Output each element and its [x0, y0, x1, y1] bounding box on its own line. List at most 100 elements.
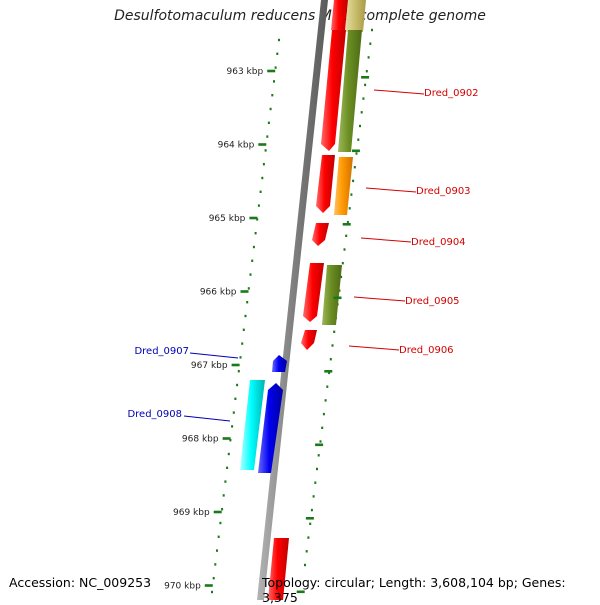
gene-feature-red-bottom[interactable]: [268, 538, 289, 600]
guide-dot: [229, 439, 232, 442]
tick-mark: [249, 216, 258, 220]
guide-dot: [328, 371, 331, 375]
topology-summary: Topology: circular; Length: 3,608,104 bp…: [262, 575, 566, 605]
guide-dot: [352, 179, 355, 183]
tick-label: 968 kbp: [182, 435, 219, 445]
tick-mark-outer: [315, 443, 324, 447]
guide-dot: [355, 152, 358, 155]
gene-dred-0905-olive[interactable]: [322, 265, 342, 325]
guide-dot: [211, 590, 213, 594]
gene-label-leader: [373, 89, 425, 95]
guide-dot: [326, 385, 329, 388]
gene-dred-0903-orange[interactable]: [334, 157, 353, 215]
guide-dot: [261, 176, 264, 180]
tick-label: 967 kbp: [191, 361, 228, 371]
guide-dot: [217, 535, 220, 538]
guide-dot: [231, 425, 234, 428]
gene-dred-0905[interactable]: [303, 263, 324, 322]
guide-dot: [271, 94, 274, 97]
gene-dred-0904[interactable]: [312, 223, 329, 246]
guide-dot: [333, 330, 336, 333]
tick-mark: [204, 584, 213, 587]
guide-dot: [307, 536, 310, 539]
tick-mark-outer: [324, 370, 333, 373]
gene-label-dred-0905[interactable]: Dred_0905: [405, 296, 460, 307]
tick-label: 969 kbp: [173, 508, 210, 518]
guide-dot: [364, 83, 367, 87]
guide-dot: [362, 97, 365, 100]
guide-dot: [251, 259, 254, 262]
guide-dot: [236, 383, 239, 387]
gene-label-dred-0906[interactable]: Dred_0906: [399, 345, 454, 356]
gene-label-leader: [360, 237, 412, 243]
guide-dot: [237, 370, 240, 373]
guide-dot: [329, 358, 332, 361]
guide-dot: [322, 412, 325, 416]
tick-label: 970 kbp: [164, 582, 201, 592]
guide-dot: [353, 166, 356, 169]
guide-dot: [227, 452, 230, 456]
gene-dred-0902-olive[interactable]: [338, 30, 362, 152]
reverse-strand-genes: [240, 355, 287, 473]
gene-label-dred-0903[interactable]: Dred_0903: [416, 186, 471, 197]
guide-dot: [256, 218, 259, 221]
guide-dot: [276, 52, 279, 55]
guide-dot: [359, 124, 361, 128]
guide-dot: [331, 344, 334, 347]
guide-dot: [239, 356, 242, 359]
gene-dred-0907[interactable]: [272, 355, 287, 372]
tick-mark-outer: [351, 149, 360, 153]
guide-dot: [259, 190, 262, 193]
guide-dot: [219, 521, 222, 525]
gene-feature-red[interactable]: [331, 0, 348, 30]
tick-mark: [222, 437, 231, 440]
guide-dot: [309, 522, 312, 525]
gene-dred-0906[interactable]: [301, 330, 317, 350]
guide-dot: [371, 28, 373, 32]
gene-dred-0903[interactable]: [316, 155, 335, 213]
guide-dot: [264, 149, 267, 152]
guide-dot: [341, 262, 344, 265]
gene-dred-0908[interactable]: [258, 383, 283, 473]
gene-label-dred-0902[interactable]: Dred_0902: [424, 88, 479, 99]
tick-mark-outer: [333, 296, 342, 300]
guide-dot: [369, 42, 372, 45]
inner-guide-line: [211, 38, 280, 594]
gene-label-leader: [189, 352, 239, 359]
gene-dred-0902[interactable]: [321, 30, 346, 151]
guide-dot: [324, 399, 327, 402]
gene-label-leader: [348, 345, 400, 351]
guide-dot: [212, 577, 215, 580]
guide-dot: [316, 467, 318, 471]
guide-dot: [254, 232, 257, 235]
guide-dot: [234, 397, 237, 400]
guide-dot: [343, 248, 346, 251]
guide-dot: [221, 508, 224, 511]
gene-dred-0908-cyan[interactable]: [240, 380, 265, 470]
guide-dot: [269, 107, 272, 111]
guide-dot: [262, 163, 265, 166]
gene-label-leader: [365, 187, 417, 193]
gene-label-dred-0908[interactable]: Dred_0908: [127, 409, 182, 420]
genome-title: Desulfotomaculum reducens MI-1, complete…: [114, 8, 486, 24]
tick-mark-outer: [342, 223, 351, 226]
gene-label-dred-0904[interactable]: Dred_0904: [411, 237, 466, 248]
guide-dot: [267, 121, 270, 124]
guide-dot: [321, 426, 324, 429]
guide-dot: [367, 56, 370, 59]
guide-dot: [348, 207, 351, 210]
guide-dot: [226, 466, 229, 469]
guide-dot: [319, 440, 322, 443]
guide-dot: [214, 563, 217, 566]
gene-feature-khaki[interactable]: [345, 0, 366, 32]
guide-dot: [252, 245, 255, 249]
tick-label: 966 kbp: [200, 288, 237, 298]
gene-label-leader: [353, 296, 406, 302]
guide-dot: [246, 301, 249, 304]
guide-dot: [216, 549, 218, 552]
tick-mark: [240, 290, 249, 293]
gene-label-dred-0907[interactable]: Dred_0907: [134, 346, 189, 357]
tick-label: 964 kbp: [218, 141, 255, 151]
guide-dot: [314, 481, 317, 484]
